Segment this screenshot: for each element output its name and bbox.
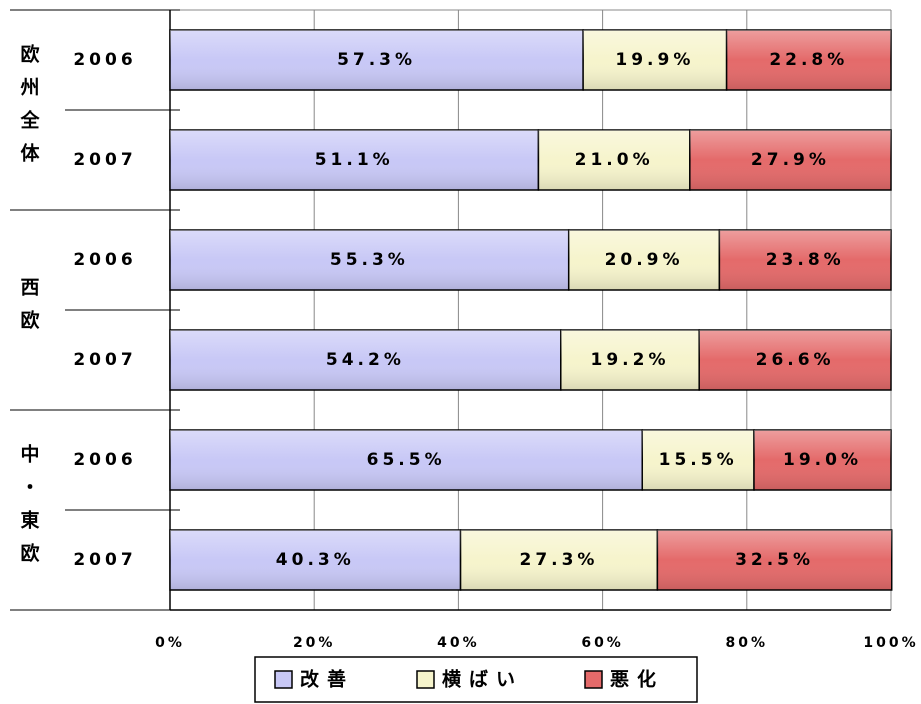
data-label: 20.9% — [605, 250, 684, 270]
bar-shade — [460, 530, 658, 590]
data-label: 32.5% — [735, 550, 814, 570]
y-tick-label: 2006 — [73, 250, 136, 270]
legend-swatch — [416, 670, 435, 689]
data-label: 19.9% — [615, 50, 694, 70]
legend-swatch — [584, 670, 603, 689]
legend-label: 横ばい — [442, 668, 523, 691]
data-label: 27.3% — [519, 550, 598, 570]
data-label: 54.2% — [326, 350, 405, 370]
data-label: 55.3% — [330, 250, 409, 270]
x-tick-label: 40% — [437, 635, 480, 651]
data-label: 57.3% — [337, 50, 416, 70]
x-tick-label: 60% — [581, 635, 624, 651]
legend-label: 改善 — [300, 668, 354, 691]
bar-shade — [170, 430, 643, 490]
y-tick-label: 2006 — [73, 50, 136, 70]
x-tick-label: 20% — [293, 635, 336, 651]
bar-shade — [754, 430, 891, 490]
y-tick-label: 2006 — [73, 450, 136, 470]
data-label: 21.0% — [575, 150, 654, 170]
bar-shade — [689, 130, 891, 190]
bar-shade — [170, 230, 569, 290]
legend-swatch — [274, 670, 293, 689]
bar-shade — [699, 330, 891, 390]
legend-box — [254, 656, 698, 703]
x-tick-label: 100% — [863, 635, 918, 651]
bar-shade — [642, 430, 755, 490]
bar-shade — [170, 530, 461, 590]
data-label: 22.8% — [769, 50, 848, 70]
bar-shade — [657, 530, 892, 590]
bar-shade — [170, 130, 539, 190]
y-tick-label: 2007 — [73, 350, 136, 370]
data-label: 27.9% — [751, 150, 830, 170]
data-label: 15.5% — [659, 450, 738, 470]
data-label: 23.8% — [766, 250, 845, 270]
bar-shade — [560, 330, 700, 390]
plot-area — [170, 10, 891, 610]
bar-shade — [170, 330, 561, 390]
bar-shade — [726, 30, 891, 90]
y-tick-label: 2007 — [73, 550, 136, 570]
bar-shade — [568, 230, 720, 290]
data-label: 19.0% — [783, 450, 862, 470]
legend-label: 悪化 — [610, 668, 664, 691]
data-label: 19.2% — [591, 350, 670, 370]
data-label: 40.3% — [276, 550, 355, 570]
bar-shade — [170, 30, 584, 90]
data-label: 51.1% — [315, 150, 394, 170]
bar-shade — [538, 130, 690, 190]
x-tick-label: 80% — [726, 635, 769, 651]
y-tick-label: 2007 — [73, 150, 136, 170]
data-label: 26.6% — [756, 350, 835, 370]
bar-shade — [583, 30, 727, 90]
data-label: 65.5% — [367, 450, 446, 470]
x-tick-label: 0% — [155, 635, 185, 651]
group-label: 西欧 — [18, 277, 40, 343]
bar-shade — [719, 230, 891, 290]
group-label: 欧州全体 — [18, 43, 41, 176]
group-label: 中・東欧 — [18, 443, 40, 576]
